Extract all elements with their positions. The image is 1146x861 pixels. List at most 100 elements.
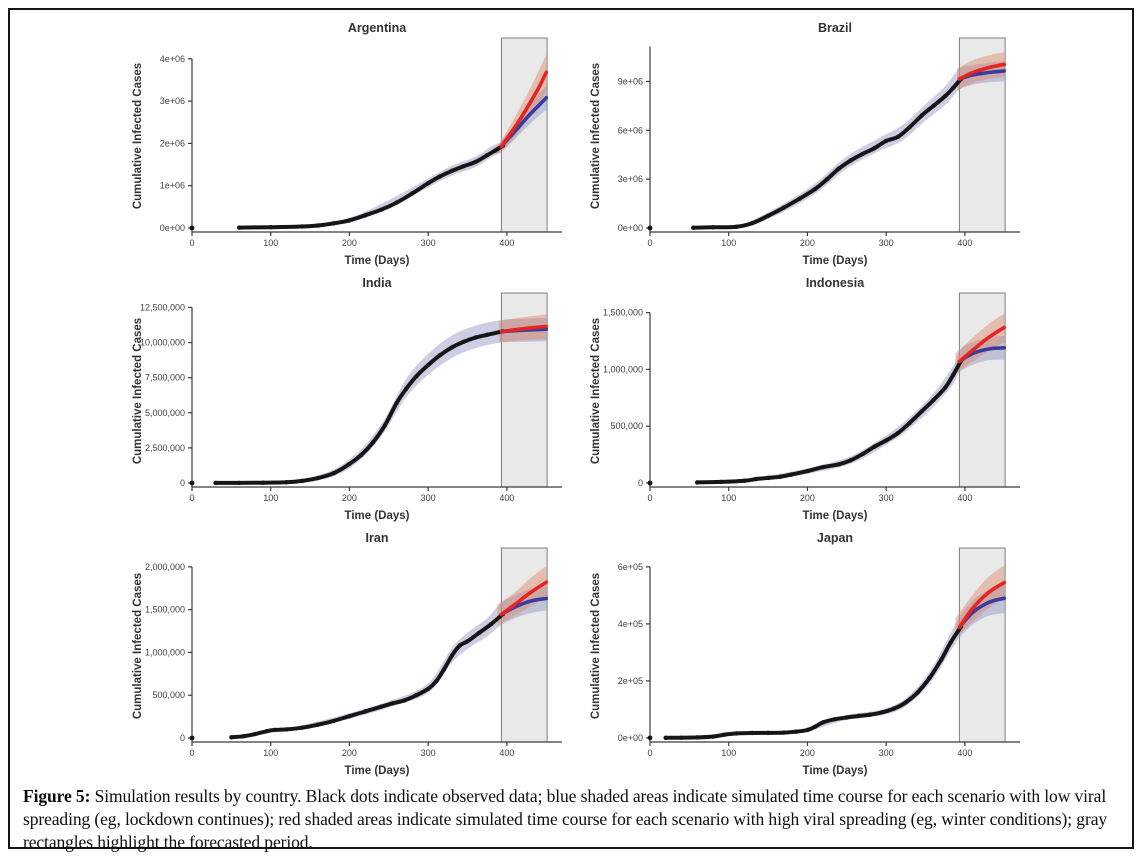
- observed-dot: [426, 181, 431, 186]
- chart-iran: 0 500,000 1,000,000 1,500,000 2,000,000 0 100 2…: [130, 528, 578, 781]
- observed-dot: [710, 734, 716, 739]
- observed-dot: [300, 224, 305, 229]
- observed-dot: [315, 223, 321, 228]
- low-band: [302, 585, 547, 730]
- observed-dot: [903, 700, 909, 705]
- observed-series: [229, 611, 505, 740]
- observed-dot: [485, 332, 490, 337]
- y-tick-label: 1,000,000: [145, 647, 185, 657]
- high-scenario-line: [957, 62, 1007, 81]
- observed-dot: [284, 480, 289, 485]
- observed-dot: [331, 718, 336, 724]
- y-tick-label: 2e+06: [160, 138, 185, 148]
- observed-dot: [750, 730, 755, 736]
- observed-dot: [718, 479, 724, 485]
- observed-dot: [691, 225, 696, 230]
- observed-dot: [260, 480, 266, 485]
- observed-dot: [797, 196, 802, 201]
- y-tick-label: 3e+06: [160, 96, 185, 106]
- observed-dot: [884, 138, 889, 144]
- observed-dot: [437, 174, 443, 179]
- forecast-window-rect: [500, 547, 548, 743]
- chart-svg-argentina: 0e+00 1e+06 2e+06 3e+06 4e+06 0 100 200 300 400 Ar…: [132, 21, 562, 267]
- y-tick-label: 4e+06: [160, 54, 185, 64]
- high-scenario-line: [499, 324, 549, 334]
- y-axis-label: Cumulative Infected Cases: [132, 318, 144, 464]
- chart-argentina: 0e+00 1e+06 2e+06 3e+06 4e+06 0 100 200 300 400 Ar…: [130, 18, 578, 271]
- x-tick-label: 300: [879, 238, 894, 248]
- observed-dot: [813, 186, 818, 192]
- y-tick-label: 5,000,000: [145, 408, 185, 418]
- low-band: [302, 318, 547, 482]
- observed-dot: [805, 727, 810, 733]
- observed-dot: [765, 475, 771, 481]
- forecast-window-rect: [958, 547, 1006, 743]
- observed-series: [695, 358, 963, 485]
- observed-dot: [315, 722, 321, 727]
- chart-title: Indonesia: [806, 276, 865, 290]
- observed-dot: [848, 458, 853, 463]
- observed-dot: [939, 657, 944, 662]
- observed-dot: [359, 452, 364, 458]
- observed-dot: [378, 207, 384, 212]
- high-scenario-line: [499, 70, 549, 149]
- x-axis-label: Time (Days): [345, 510, 410, 522]
- observed-dot: [347, 218, 352, 223]
- y-tick-label: 9e+06: [618, 76, 643, 86]
- y-tick-label: 7,500,000: [145, 373, 185, 383]
- chart-title: Argentina: [348, 21, 407, 35]
- observed-dot: [272, 727, 277, 733]
- observed-dot: [485, 153, 490, 158]
- observed-dot: [872, 444, 877, 449]
- figure-caption: Figure 5: Simulation results by country.…: [23, 785, 1116, 854]
- observed-dot: [264, 729, 269, 734]
- y-axis-label: Cumulative Infected Cases: [590, 573, 602, 719]
- y-tick-label: 1e+06: [160, 181, 185, 191]
- x-tick-label: 400: [957, 238, 972, 248]
- x-tick-label: 400: [499, 748, 514, 758]
- x-tick-label: 200: [800, 493, 815, 503]
- y-tick-label: 500,000: [610, 421, 643, 431]
- y-tick-label: 0e+00: [618, 223, 643, 233]
- observed-dot: [441, 667, 447, 672]
- chart-brazil: 0e+00 3e+06 6e+06 9e+06 0 100 200 300 400 Brazil T…: [588, 18, 1036, 271]
- charts-grid: 0e+00 1e+06 2e+06 3e+06 4e+06 0 100 200 300 400 Ar…: [10, 10, 1132, 781]
- observed-dot: [891, 706, 897, 711]
- y-tick-label: 500,000: [152, 690, 185, 700]
- observed-series: [691, 77, 963, 230]
- x-tick-label: 0: [189, 493, 194, 503]
- observed-dot: [789, 472, 794, 477]
- observed-dot: [813, 724, 818, 729]
- y-tick-label: 1,000,000: [603, 364, 643, 374]
- observed-dot: [722, 732, 727, 737]
- observed-dot: [394, 400, 399, 406]
- observed-dot: [229, 735, 234, 740]
- y-tick-label: 1,500,000: [145, 605, 185, 615]
- x-axis-label: Time (Days): [345, 765, 410, 777]
- observed-dot: [856, 713, 861, 719]
- observed-dot: [860, 451, 865, 457]
- x-tick-label: 0: [189, 748, 194, 758]
- observed-dot: [363, 709, 368, 714]
- observed-dot: [473, 335, 478, 340]
- observed-dot: [347, 461, 352, 467]
- observed-dot: [477, 630, 482, 635]
- observed-dot: [213, 480, 218, 486]
- y-tick-label: 0: [638, 478, 643, 488]
- observed-dot: [943, 93, 948, 99]
- x-tick-label: 100: [263, 748, 278, 758]
- observed-dot: [793, 729, 798, 734]
- observed-dot: [943, 385, 948, 390]
- observed-dot: [414, 374, 419, 379]
- chart-indonesia: 0 500,000 1,000,000 1,500,000 0 100 200 300 400 I…: [588, 273, 1036, 526]
- observed-dot: [872, 146, 877, 151]
- observed-dot: [765, 730, 771, 736]
- chart-title: Iran: [366, 531, 389, 545]
- observed-dot: [695, 480, 700, 485]
- observed-series: [663, 624, 963, 740]
- x-tick-label: 100: [263, 493, 278, 503]
- x-tick-label: 200: [800, 238, 815, 248]
- observed-dot: [433, 679, 439, 684]
- x-tick-label: 0: [189, 238, 194, 248]
- chart-svg-indonesia: 0 500,000 1,000,000 1,500,000 0 100 200 300 400 I…: [590, 276, 1020, 522]
